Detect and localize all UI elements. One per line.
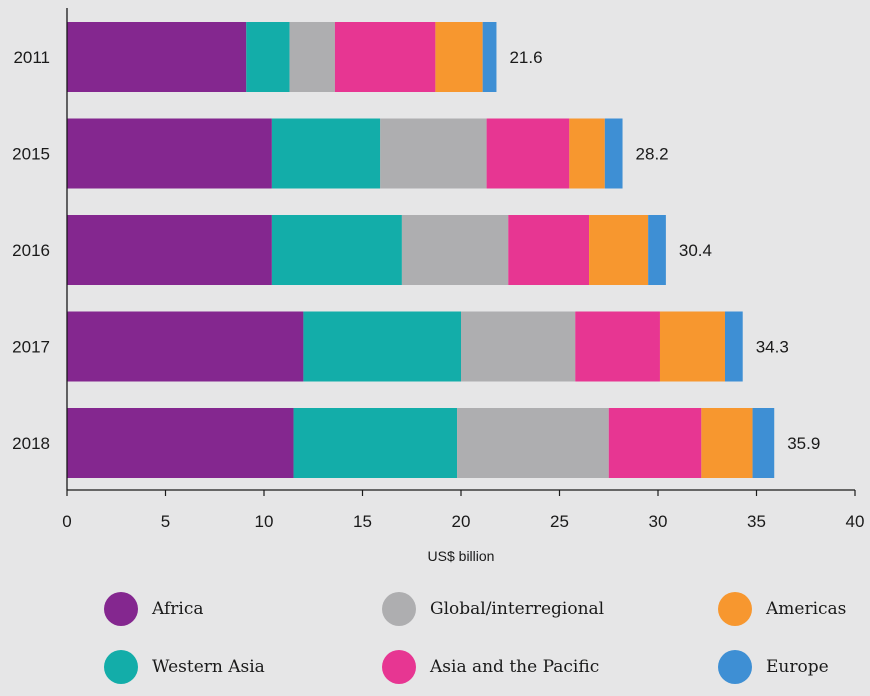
x-tick-label-20: 20 bbox=[452, 512, 471, 531]
total-label-2017: 34.3 bbox=[756, 338, 789, 357]
legend-swatch-global-interregional bbox=[382, 592, 416, 626]
bar-europe-2015 bbox=[604, 118, 623, 189]
x-tick-label-35: 35 bbox=[747, 512, 766, 531]
legend-label-western-asia: Western Asia bbox=[152, 657, 265, 677]
bar-africa-2017 bbox=[67, 311, 304, 382]
bar-africa-2018 bbox=[67, 408, 294, 478]
bar-americas-2017 bbox=[659, 311, 725, 382]
bar-western-asia-2016 bbox=[271, 215, 402, 285]
x-tick-label-40: 40 bbox=[846, 512, 865, 531]
bar-western-asia-2017 bbox=[303, 311, 461, 382]
axes-layer bbox=[66, 8, 856, 496]
bar-western-asia-2011 bbox=[246, 22, 290, 92]
category-label-2018: 2018 bbox=[12, 434, 50, 453]
bar-global-interregional-2011 bbox=[289, 22, 335, 92]
category-label-2016: 2016 bbox=[12, 241, 50, 260]
bar-asia-and-the-pacific-2016 bbox=[508, 215, 590, 285]
legend-item-europe: Europe bbox=[718, 650, 829, 684]
category-label-2015: 2015 bbox=[12, 145, 50, 164]
bar-global-interregional-2015 bbox=[380, 118, 487, 189]
legend-label-americas: Americas bbox=[766, 599, 847, 619]
bar-global-interregional-2018 bbox=[457, 408, 609, 478]
legend-item-africa: Africa bbox=[104, 592, 204, 626]
bar-europe-2016 bbox=[648, 215, 666, 285]
bar-asia-and-the-pacific-2018 bbox=[608, 408, 702, 478]
x-tick-label-25: 25 bbox=[550, 512, 569, 531]
legend-swatch-europe bbox=[718, 650, 752, 684]
x-tick-label-10: 10 bbox=[255, 512, 274, 531]
bar-asia-and-the-pacific-2017 bbox=[575, 311, 660, 382]
bar-americas-2011 bbox=[435, 22, 483, 92]
legend-swatch-asia-pacific bbox=[382, 650, 416, 684]
total-label-2015: 28.2 bbox=[636, 145, 669, 164]
bar-europe-2011 bbox=[482, 22, 497, 92]
category-label-2017: 2017 bbox=[12, 338, 50, 357]
total-label-2018: 35.9 bbox=[787, 434, 820, 453]
legend-item-global-interregional: Global/interregional bbox=[382, 592, 604, 626]
bar-americas-2018 bbox=[701, 408, 753, 478]
bar-africa-2016 bbox=[67, 215, 272, 285]
total-label-2011: 21.6 bbox=[509, 48, 542, 67]
stacked-bar-chart: 21.6201128.2201530.4201634.3201735.92018… bbox=[12, 8, 864, 564]
legend-item-americas: Americas bbox=[718, 592, 846, 626]
legend-label-europe: Europe bbox=[766, 657, 829, 677]
legend-swatch-western-asia bbox=[104, 650, 138, 684]
bar-western-asia-2015 bbox=[271, 118, 381, 189]
bar-africa-2015 bbox=[67, 118, 272, 189]
bar-americas-2016 bbox=[589, 215, 649, 285]
legend-swatch-africa bbox=[104, 592, 138, 626]
x-tick-label-15: 15 bbox=[353, 512, 372, 531]
x-axis-title: US$ billion bbox=[428, 548, 495, 564]
bar-global-interregional-2017 bbox=[461, 311, 576, 382]
legend-swatch-americas bbox=[718, 592, 752, 626]
bar-americas-2015 bbox=[569, 118, 605, 189]
x-tick-label-30: 30 bbox=[649, 512, 668, 531]
legend-item-western-asia: Western Asia bbox=[104, 650, 265, 684]
legend-label-asia-pacific: Asia and the Pacific bbox=[430, 657, 600, 677]
legend: Africa Western Asia Global/interregional… bbox=[0, 580, 870, 696]
bar-europe-2018 bbox=[752, 408, 775, 478]
x-tick-label-0: 0 bbox=[62, 512, 71, 531]
total-label-2016: 30.4 bbox=[679, 241, 712, 260]
bar-global-interregional-2016 bbox=[401, 215, 509, 285]
bar-africa-2011 bbox=[67, 22, 247, 92]
labels-layer: 21.6201128.2201530.4201634.3201735.92018… bbox=[12, 48, 864, 564]
bar-europe-2017 bbox=[724, 311, 743, 382]
bar-western-asia-2018 bbox=[293, 408, 458, 478]
legend-item-asia-pacific: Asia and the Pacific bbox=[382, 650, 599, 684]
bar-asia-and-the-pacific-2011 bbox=[334, 22, 436, 92]
category-label-2011: 2011 bbox=[13, 48, 50, 67]
legend-label-africa: Africa bbox=[152, 599, 204, 619]
bar-asia-and-the-pacific-2015 bbox=[486, 118, 570, 189]
bars-layer bbox=[67, 22, 775, 478]
legend-label-global-interregional: Global/interregional bbox=[430, 599, 605, 619]
x-tick-label-5: 5 bbox=[161, 512, 170, 531]
